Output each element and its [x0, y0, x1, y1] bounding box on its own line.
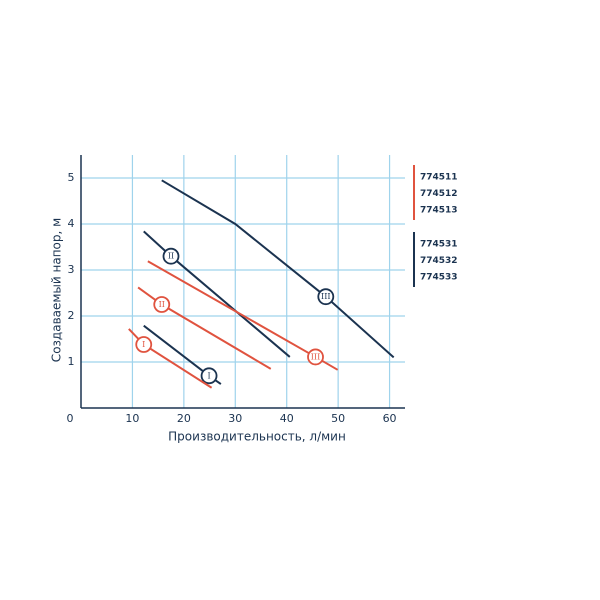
x-axis-label: Производительность, л/мин [168, 430, 346, 444]
curve-marker [317, 288, 335, 306]
x-tick-label: 20 [177, 412, 191, 425]
legend-label: 774531 [420, 240, 458, 250]
y-tick-label: 1 [68, 355, 75, 368]
x-tick-label: 60 [383, 412, 397, 425]
x-tick-label: 10 [125, 412, 139, 425]
curve-label: III [321, 292, 330, 301]
curve-marker [135, 336, 153, 353]
x-tick-label: 0 [67, 412, 74, 425]
curve-label: I [142, 340, 145, 349]
curve-marker [153, 296, 171, 313]
x-tick-label: 30 [228, 412, 242, 425]
y-tick-label: 3 [68, 263, 75, 276]
legend-label: 774532 [420, 256, 458, 266]
legend-label: 774511 [420, 173, 458, 183]
curve-label: II [159, 300, 165, 309]
y-tick-label: 4 [68, 217, 75, 230]
curve-label: I [207, 371, 210, 380]
curve-marker [200, 367, 218, 385]
series-line [161, 179, 395, 359]
x-tick-label: 50 [331, 412, 345, 425]
y-axis-label: Создаваемый напор, м [50, 218, 64, 362]
curve-marker [307, 348, 324, 366]
curve-label: III [311, 352, 320, 361]
curve-marker [162, 247, 180, 265]
legend-label: 774513 [420, 206, 458, 216]
legend-label: 774512 [420, 189, 458, 199]
y-tick-label: 5 [68, 171, 75, 184]
legend-label: 774533 [420, 273, 458, 283]
y-tick-label: 2 [68, 309, 75, 322]
x-tick-label: 40 [280, 412, 294, 425]
curve-label: II [168, 252, 174, 261]
